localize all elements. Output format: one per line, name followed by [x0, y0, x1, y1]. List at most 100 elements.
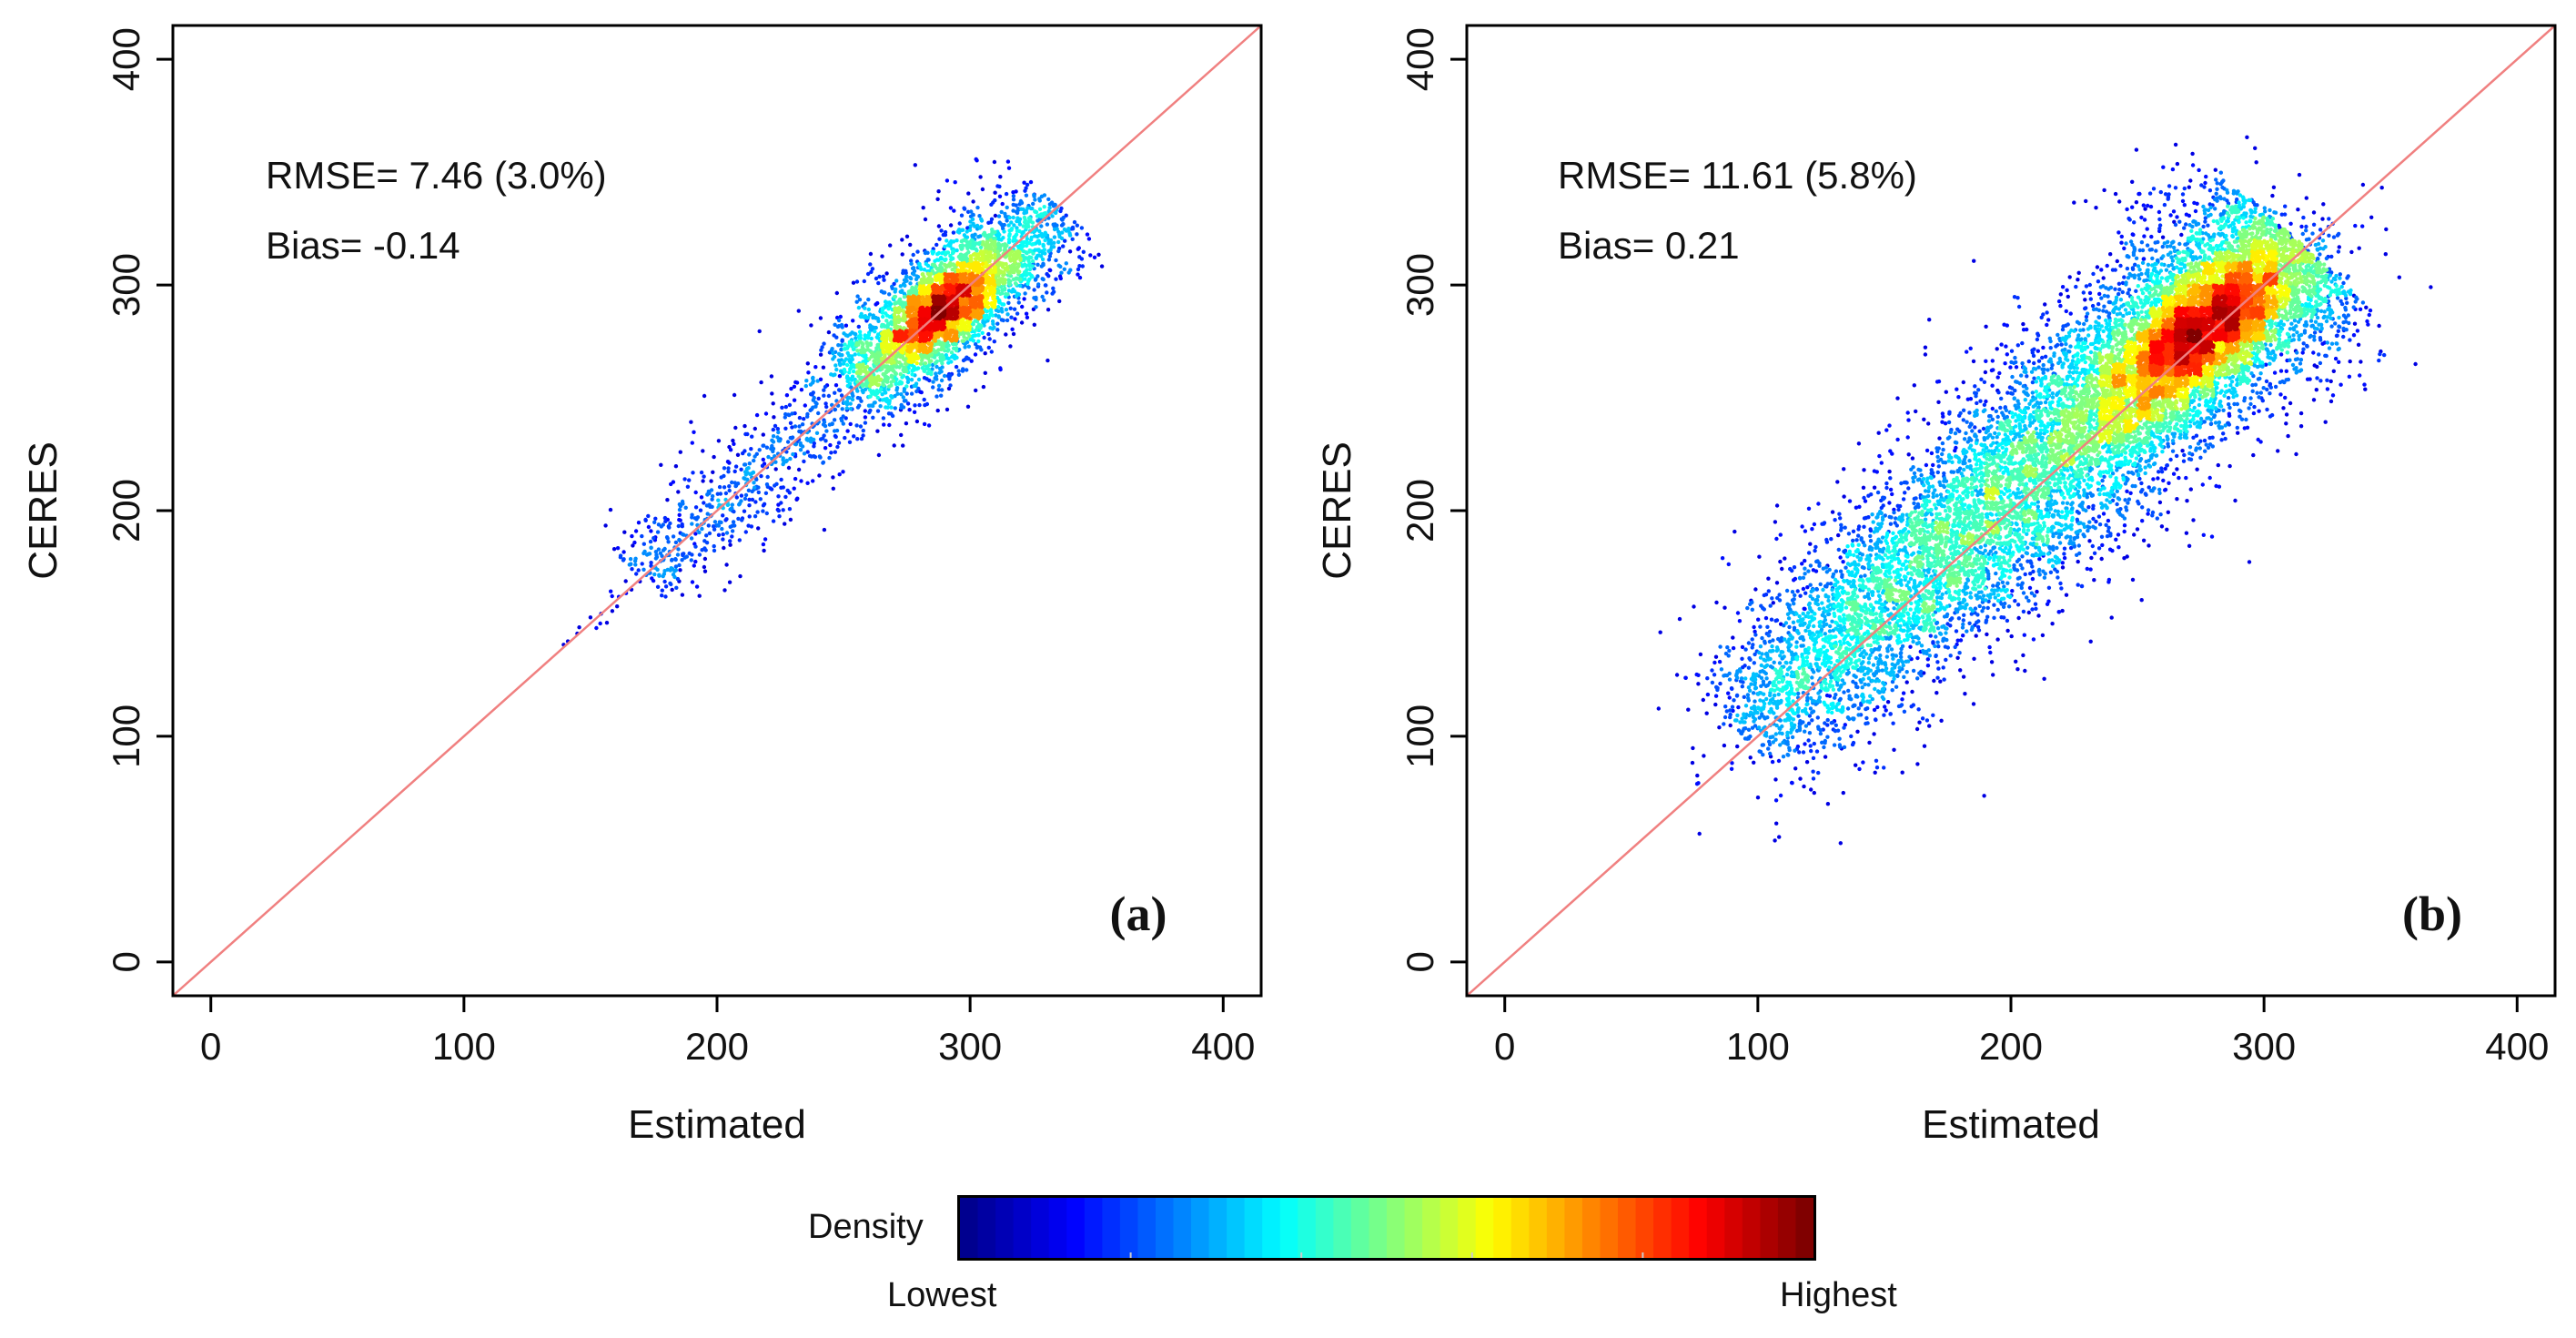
data-point — [983, 280, 988, 285]
data-point — [648, 539, 653, 544]
data-point — [848, 366, 854, 370]
data-point — [802, 417, 806, 421]
data-point — [733, 464, 739, 469]
data-point — [720, 526, 724, 532]
data-point — [761, 503, 766, 508]
data-point — [951, 285, 955, 290]
data-point — [749, 447, 753, 451]
data-point — [2180, 449, 2185, 453]
data-point — [808, 382, 813, 387]
data-point — [1904, 680, 1909, 684]
data-point — [1046, 208, 1051, 214]
data-point — [759, 473, 763, 479]
data-point — [710, 497, 714, 502]
data-point — [747, 497, 752, 502]
data-point — [1766, 576, 1771, 581]
data-point — [884, 334, 888, 339]
data-point — [717, 484, 722, 490]
data-point — [934, 394, 939, 399]
data-point — [923, 361, 928, 366]
data-point — [1055, 227, 1059, 231]
data-point — [673, 557, 678, 562]
data-point — [819, 348, 823, 352]
data-point — [2132, 532, 2137, 537]
data-point — [951, 239, 956, 244]
data-point — [868, 323, 873, 328]
data-point — [905, 401, 911, 406]
data-point — [890, 359, 894, 363]
data-point — [993, 241, 997, 246]
data-point — [803, 403, 807, 408]
data-point — [984, 246, 988, 251]
data-point — [1075, 223, 1080, 228]
data-point — [1915, 762, 1920, 766]
data-point — [752, 458, 756, 463]
density-points-a — [561, 157, 1105, 647]
data-point — [2286, 433, 2290, 439]
data-point — [976, 235, 981, 239]
data-point — [948, 206, 954, 210]
data-point — [752, 481, 756, 485]
data-point — [1056, 248, 1061, 254]
data-point — [912, 353, 916, 358]
data-point — [826, 393, 832, 399]
data-point — [654, 554, 660, 560]
data-point — [880, 392, 884, 397]
data-point — [1056, 239, 1061, 245]
data-point — [941, 232, 946, 238]
data-point — [761, 457, 765, 462]
data-point — [1050, 201, 1055, 206]
data-point — [1025, 206, 1030, 210]
data-point — [663, 519, 668, 523]
data-point — [699, 495, 704, 500]
data-point — [1054, 258, 1058, 263]
data-point — [783, 404, 788, 410]
data-point — [788, 456, 793, 461]
data-point — [1014, 277, 1018, 281]
data-point — [753, 454, 757, 459]
data-point — [1067, 231, 1072, 236]
data-point — [1808, 542, 1813, 546]
data-point — [995, 234, 1000, 238]
data-point — [933, 360, 938, 366]
data-point — [961, 265, 965, 269]
data-point — [732, 392, 737, 398]
data-point — [837, 374, 843, 379]
data-point — [676, 547, 681, 552]
data-point — [783, 415, 787, 420]
data-point — [2360, 182, 2366, 188]
data-point — [739, 493, 744, 498]
data-point — [947, 325, 953, 330]
data-point — [2094, 206, 2098, 210]
data-point — [989, 350, 995, 354]
data-point — [959, 307, 965, 311]
data-point — [980, 187, 985, 192]
data-point — [1043, 238, 1047, 243]
data-point — [1005, 218, 1009, 223]
data-point — [797, 424, 802, 429]
data-point — [2357, 246, 2361, 250]
data-point — [950, 289, 955, 295]
data-point — [749, 524, 754, 529]
data-point — [697, 552, 702, 557]
data-point — [917, 261, 922, 267]
data-point — [793, 442, 798, 447]
data-point — [1698, 652, 1703, 657]
data-point — [887, 400, 892, 405]
data-point — [1032, 288, 1036, 292]
data-point — [680, 532, 685, 537]
data-point — [1011, 208, 1015, 213]
data-point — [854, 336, 858, 340]
data-point — [909, 391, 914, 396]
data-point — [929, 324, 934, 329]
data-point — [609, 589, 613, 593]
data-point — [971, 239, 975, 244]
data-point — [1030, 275, 1035, 279]
data-point — [1000, 309, 1005, 314]
data-point — [887, 384, 892, 389]
data-point — [875, 395, 880, 400]
data-point — [1000, 279, 1005, 284]
data-point — [1006, 240, 1012, 245]
data-point — [886, 360, 891, 364]
